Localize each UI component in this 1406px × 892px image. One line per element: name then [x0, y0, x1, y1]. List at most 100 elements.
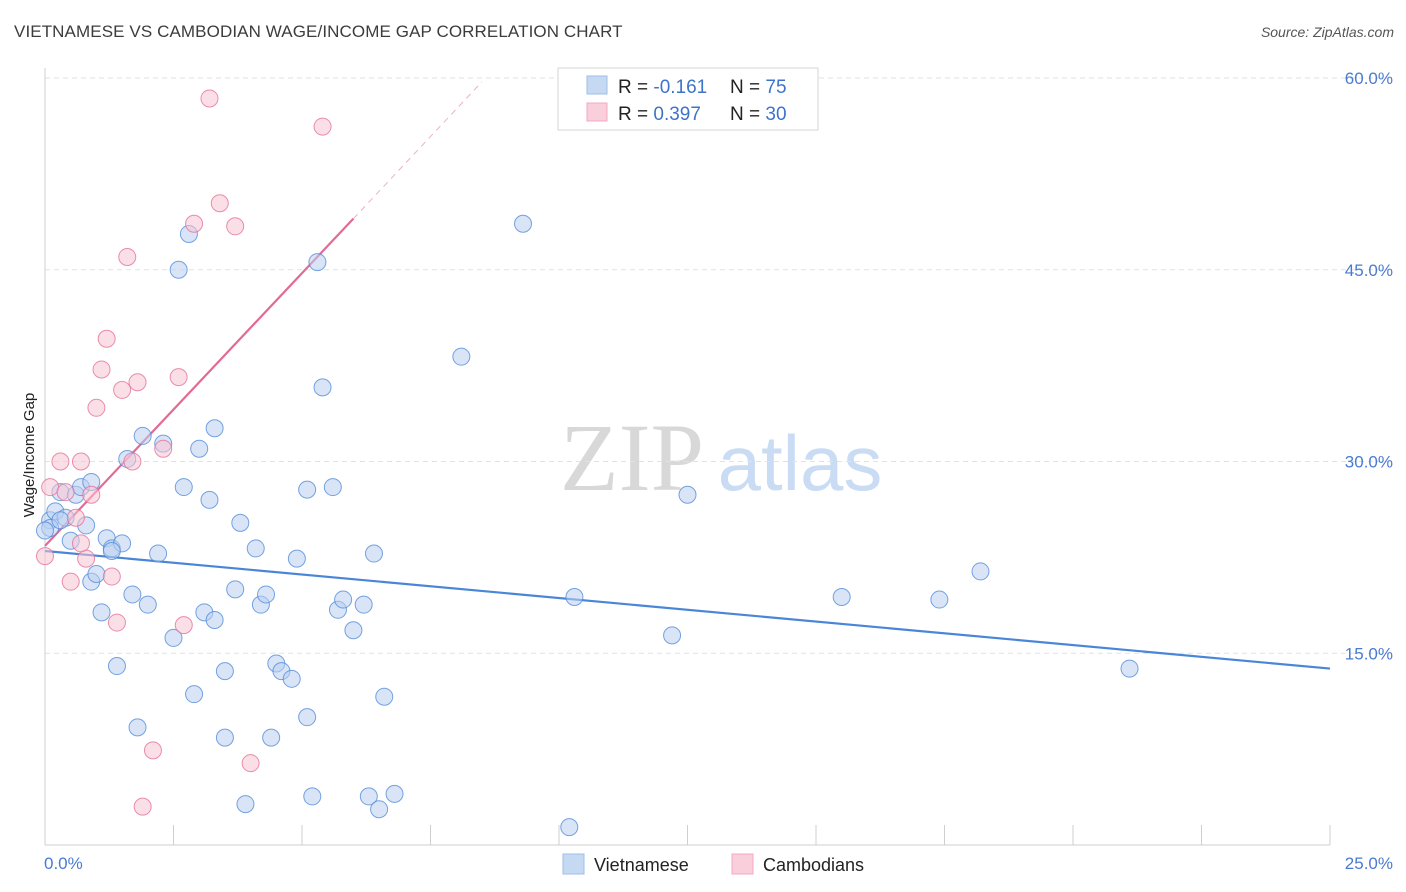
vietnamese-point	[354, 595, 373, 614]
vietnamese-point	[226, 580, 245, 599]
series-legend-swatch-cambodians	[731, 853, 754, 875]
vietnamese-point	[334, 590, 353, 609]
cambodians-point	[61, 572, 80, 591]
vietnamese-point	[257, 585, 276, 604]
vietnamese-point	[200, 490, 219, 509]
vietnamese-point	[190, 439, 209, 458]
vietnamese-point	[231, 513, 250, 532]
cambodians-point	[241, 754, 260, 773]
grid-lines	[45, 77, 1392, 654]
cambodians-point	[82, 485, 101, 504]
cambodians-point	[41, 478, 60, 497]
watermark-atlas: atlas	[718, 419, 883, 507]
legend-r-label: R =	[618, 104, 653, 125]
vietnamese-point	[375, 687, 394, 706]
legend-swatch-vietnamese	[586, 75, 608, 95]
vietnamese-point	[102, 541, 121, 560]
vietnamese-point	[205, 419, 224, 438]
cambodians-point	[133, 797, 152, 816]
source-label: Source: ZipAtlas.com	[1260, 24, 1394, 40]
legend-r-value: 0.397	[653, 104, 701, 125]
cambodians-point	[313, 117, 332, 136]
vietnamese-point	[215, 662, 234, 681]
vietnamese-point	[663, 626, 682, 645]
legend-r-value: -0.161	[653, 77, 707, 98]
cambodians-point	[154, 439, 173, 458]
legend-n-value: 75	[765, 77, 786, 98]
x-tick-label: 25.0%	[1345, 854, 1393, 873]
vietnamese-point	[215, 728, 234, 747]
cambodians-point	[71, 452, 90, 471]
cambodians-point	[200, 89, 219, 108]
vietnamese-point	[385, 784, 404, 803]
series-legend-label-vietnamese: Vietnamese	[594, 855, 689, 875]
vietnamese-point	[971, 562, 990, 581]
cambodians-point	[56, 483, 75, 502]
vietnamese-point	[236, 795, 255, 814]
cambodians-point	[102, 567, 121, 586]
vietnamese-point	[323, 478, 342, 497]
svg-text:R = -0.161: R = -0.161	[618, 77, 707, 98]
vietnamese-point	[364, 544, 383, 563]
x-tick-label: 0.0%	[44, 854, 83, 873]
cambodians-point	[118, 247, 137, 266]
svg-text:N = 75: N = 75	[730, 77, 787, 98]
cambodians-point	[128, 373, 147, 392]
vietnamese-point	[138, 595, 157, 614]
cambodians-point	[123, 452, 142, 471]
vietnamese-point	[205, 611, 224, 630]
vietnamese-point	[298, 480, 317, 499]
vietnamese-point	[51, 511, 70, 530]
cambodians-point	[51, 452, 70, 471]
legend-r-label: R =	[618, 77, 653, 98]
vietnamese-point	[303, 787, 322, 806]
cambodians-point	[66, 508, 85, 527]
trend-lines	[44, 81, 1331, 670]
cambodians-point	[174, 616, 193, 635]
cambodians-point	[143, 741, 162, 760]
axes	[44, 68, 1331, 846]
vietnamese-point	[287, 549, 306, 568]
vietnamese-point	[452, 347, 471, 366]
y-tick-label: 60.0%	[1345, 69, 1393, 88]
vietnamese-point	[185, 685, 204, 704]
vietnamese-point	[560, 818, 579, 837]
vietnamese-point	[149, 544, 168, 563]
vietnamese-point	[36, 521, 54, 540]
vietnamese-point	[128, 718, 147, 737]
cambodians-point	[210, 194, 229, 213]
cambodians-point	[185, 214, 204, 233]
series-legend-label-cambodians: Cambodians	[763, 855, 864, 875]
vietnamese-point	[678, 485, 697, 504]
vietnamese-point	[1120, 659, 1139, 678]
legend-n-label: N =	[730, 104, 765, 125]
cambodians-point	[226, 217, 245, 236]
cambodians-point	[113, 380, 132, 399]
svg-text:R = 0.397: R = 0.397	[618, 104, 701, 125]
cambodians-point	[87, 398, 106, 417]
vietnamese-point	[313, 378, 332, 397]
y-tick-label: 45.0%	[1345, 261, 1393, 280]
cambodians-point	[92, 360, 111, 379]
vietnamese-point	[344, 621, 363, 640]
vietnamese-point	[164, 628, 183, 647]
vietnamese-point	[92, 603, 111, 622]
trend-line-extension	[353, 81, 483, 219]
vietnamese-point	[246, 539, 265, 558]
cambodians-point	[36, 547, 54, 566]
y-tick-label: 30.0%	[1345, 453, 1393, 472]
cambodians-point	[107, 613, 126, 632]
legend-n-label: N =	[730, 77, 765, 98]
vietnamese-point	[298, 708, 317, 727]
vietnamese-point	[87, 564, 106, 583]
vietnamese-point	[565, 588, 584, 607]
vietnamese-point	[133, 426, 152, 445]
chart-title: VIETNAMESE VS CAMBODIAN WAGE/INCOME GAP …	[14, 22, 623, 41]
svg-text:N = 30: N = 30	[730, 104, 787, 125]
vietnamese-point	[174, 478, 193, 497]
cambodians-point	[71, 534, 90, 553]
vietnamese-point	[308, 253, 327, 272]
vietnamese-point	[169, 260, 188, 279]
series-legend-swatch-vietnamese	[562, 853, 585, 875]
